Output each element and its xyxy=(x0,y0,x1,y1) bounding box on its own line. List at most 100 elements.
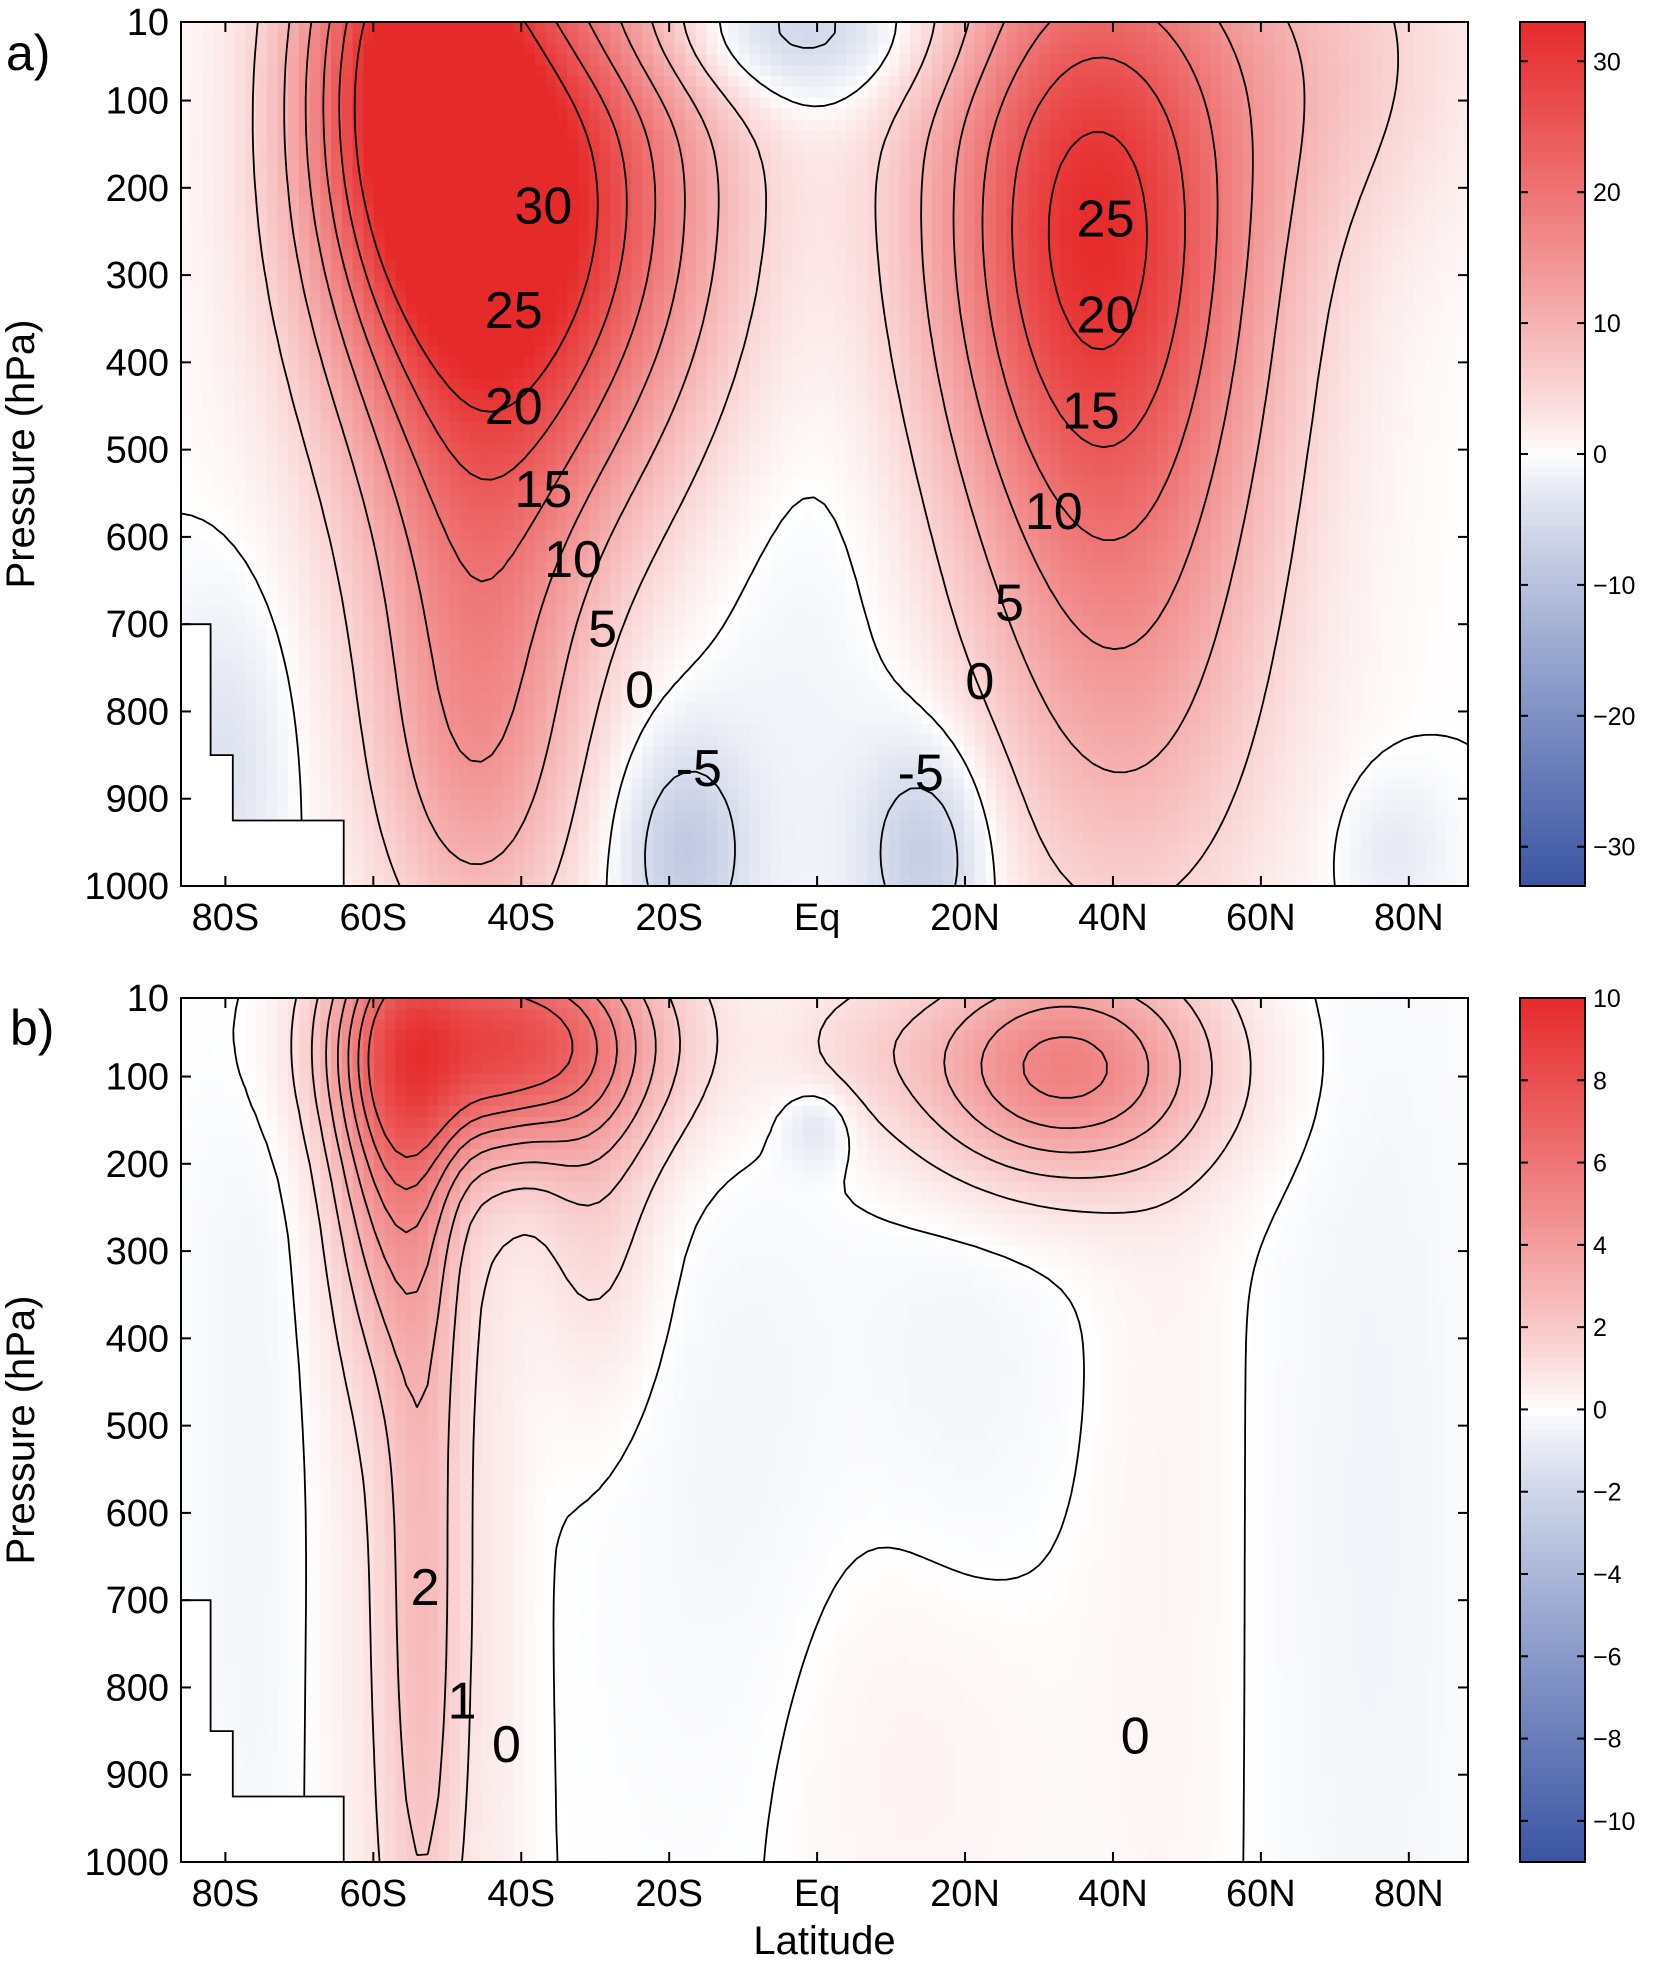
field-cell xyxy=(963,151,976,163)
field-cell xyxy=(1232,389,1244,401)
field-cell xyxy=(824,335,836,347)
field-cell xyxy=(792,151,804,163)
field-cell xyxy=(245,108,257,120)
field-cell xyxy=(395,443,407,455)
field-cell xyxy=(706,205,718,217)
field-cell xyxy=(341,410,354,423)
field-cell xyxy=(738,162,751,174)
field-cell xyxy=(277,140,289,153)
field-cell xyxy=(577,173,590,185)
field-cell xyxy=(1210,443,1222,455)
field-cell xyxy=(685,108,697,120)
field-cell xyxy=(1242,184,1255,196)
field-cell xyxy=(642,32,654,45)
field-cell xyxy=(652,324,665,336)
field-cell xyxy=(309,346,322,358)
field-cell xyxy=(309,173,322,185)
field-cell xyxy=(803,227,815,239)
field-cell xyxy=(942,292,954,304)
field-cell xyxy=(1307,421,1319,433)
field-cell xyxy=(1221,151,1233,163)
field-cell xyxy=(470,259,482,271)
field-cell xyxy=(835,227,847,239)
field-cell xyxy=(1049,302,1062,315)
field-cell xyxy=(524,454,536,466)
field-cell xyxy=(727,65,740,77)
field-cell xyxy=(245,292,257,304)
field-cell xyxy=(620,54,633,66)
field-cell xyxy=(320,302,332,315)
field-cell xyxy=(1414,346,1426,358)
field-cell xyxy=(749,259,761,271)
field-cell xyxy=(1414,119,1426,131)
field-cell xyxy=(1060,346,1072,358)
field-cell xyxy=(685,281,697,293)
field-cell xyxy=(931,335,944,347)
field-cell xyxy=(202,432,214,444)
field-cell xyxy=(888,302,901,315)
field-cell xyxy=(770,162,783,174)
field-cell xyxy=(1017,302,1029,315)
field-cell xyxy=(738,356,751,369)
field-cell xyxy=(985,173,997,185)
field-cell xyxy=(577,184,590,196)
field-cell xyxy=(642,313,654,325)
field-cell xyxy=(1232,410,1244,423)
field-cell xyxy=(867,238,879,250)
field-cell xyxy=(545,216,557,228)
field-cell xyxy=(867,173,879,185)
field-cell xyxy=(545,97,557,109)
field-cell xyxy=(1403,410,1415,423)
field-cell xyxy=(502,205,515,217)
field-cell xyxy=(481,400,493,412)
field-cell xyxy=(727,238,740,250)
field-cell xyxy=(288,302,300,315)
field-cell xyxy=(1092,421,1104,433)
field-cell xyxy=(352,346,364,358)
field-cell xyxy=(727,443,740,455)
field-cell xyxy=(921,119,933,131)
field-cell xyxy=(706,421,718,433)
field-cell xyxy=(416,119,429,131)
field-cell xyxy=(663,378,675,390)
field-cell xyxy=(1017,227,1029,239)
field-cell xyxy=(1081,324,1094,336)
field-cell xyxy=(481,162,493,174)
field-cell xyxy=(1414,216,1426,228)
field-cell xyxy=(277,378,289,390)
field-cell xyxy=(1339,324,1351,336)
field-cell xyxy=(685,162,697,174)
field-cell xyxy=(213,97,225,109)
field-cell xyxy=(309,86,322,99)
field-cell xyxy=(524,464,536,477)
field-cell xyxy=(642,194,654,207)
field-cell xyxy=(953,400,965,412)
field-cell xyxy=(1274,324,1287,336)
field-cell xyxy=(1060,270,1072,282)
field-cell xyxy=(1189,292,1201,304)
field-cell xyxy=(374,378,386,390)
field-cell xyxy=(1339,356,1351,369)
field-cell xyxy=(577,22,590,34)
field-cell xyxy=(1189,410,1201,423)
field-cell xyxy=(931,43,944,55)
field-cell xyxy=(341,356,354,369)
field-cell xyxy=(588,248,600,261)
field-cell xyxy=(1039,270,1051,282)
field-cell xyxy=(502,270,515,282)
field-cell xyxy=(942,389,954,401)
field-cell xyxy=(963,400,976,412)
field-cell xyxy=(416,108,429,120)
field-cell xyxy=(642,184,654,196)
field-cell xyxy=(1060,443,1072,455)
field-cell xyxy=(1296,43,1308,55)
field-cell xyxy=(449,259,461,271)
field-cell xyxy=(1328,432,1340,444)
field-cell xyxy=(1178,346,1190,358)
field-cell xyxy=(256,238,268,250)
field-cell xyxy=(416,86,429,99)
field-cell xyxy=(813,162,826,174)
field-cell xyxy=(502,22,515,34)
field-cell xyxy=(1092,378,1104,390)
field-cell xyxy=(738,227,751,239)
